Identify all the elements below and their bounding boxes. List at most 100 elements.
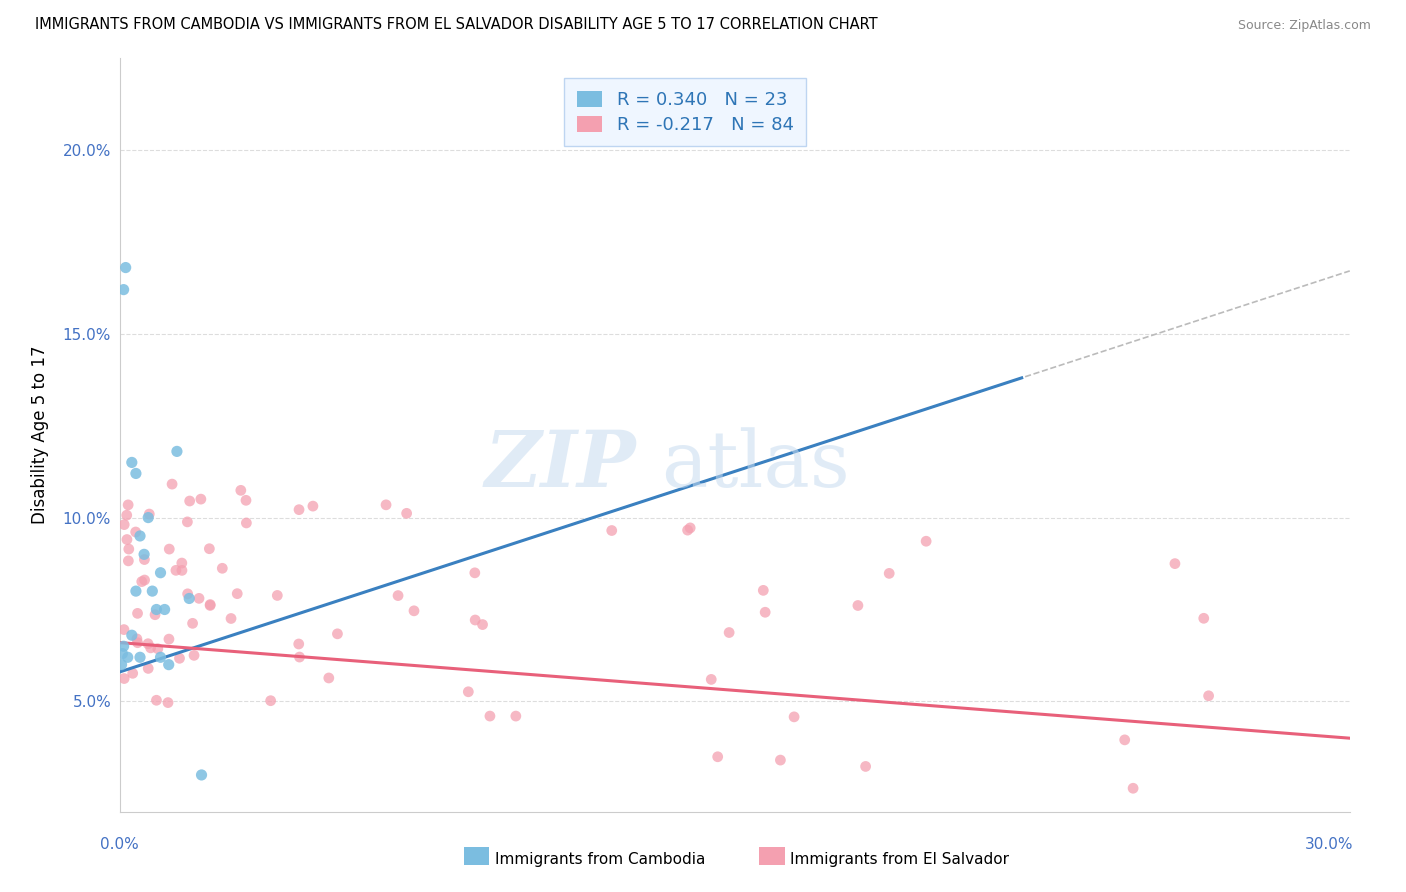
Point [153,602,176,616]
Point [117,554,139,568]
Point [115,533,138,547]
Point [136,510,159,524]
Point [183,648,205,663]
Point [190,768,212,782]
Point [129,529,152,543]
Point [176,515,198,529]
Point [136,637,159,651]
Point [718,625,741,640]
Point [1114,732,1136,747]
Point [165,563,187,577]
Point [505,709,527,723]
Point [146,641,169,656]
Point [127,607,149,621]
Point [375,498,398,512]
Point [132,547,156,561]
Point [124,524,146,539]
Point [179,591,201,606]
Point [754,605,776,619]
Point [769,753,792,767]
Point [752,583,775,598]
Point [915,534,938,549]
Point [141,584,163,599]
Point [235,493,257,508]
Point [166,444,188,458]
Point [471,617,494,632]
Point [115,508,138,523]
Point [149,566,172,580]
Point [478,709,501,723]
Point [134,573,156,587]
Point [157,657,180,672]
Text: atlas: atlas [661,427,849,503]
Point [387,589,409,603]
Point [112,623,135,637]
Point [134,552,156,566]
Point [402,604,425,618]
Point [198,599,221,613]
Point [326,627,349,641]
Point [170,563,193,577]
Point [179,494,201,508]
Point [157,542,180,557]
Point [156,696,179,710]
Point [117,650,139,665]
Point [1198,689,1220,703]
Point [188,591,211,606]
Legend: R = 0.340   N = 23, R = -0.217   N = 84: R = 0.340 N = 23, R = -0.217 N = 84 [564,78,807,146]
Point [111,647,134,661]
Point [877,566,900,581]
Point [226,587,249,601]
Point [855,759,877,773]
Point [1164,557,1187,571]
Point [112,517,135,532]
Point [676,523,699,537]
Point [211,561,233,575]
Point [464,566,486,580]
Point [117,498,139,512]
Point [139,640,162,655]
Point [118,542,141,557]
Point [464,613,486,627]
Point [125,584,148,599]
Point [235,516,257,530]
Point [145,693,167,707]
Point [783,710,806,724]
Point [145,602,167,616]
Point [219,611,242,625]
Point [846,599,869,613]
Point [114,260,136,275]
Point [395,506,418,520]
Point [198,598,221,612]
Text: Immigrants from Cambodia: Immigrants from Cambodia [495,853,706,867]
Text: ZIP: ZIP [485,426,636,503]
Point [287,637,309,651]
Point [169,651,191,665]
Text: Immigrants from El Salvador: Immigrants from El Salvador [790,853,1010,867]
Point [149,650,172,665]
Point [700,673,723,687]
Point [125,632,148,646]
Point [112,672,135,686]
Point [138,507,160,521]
Point [112,640,135,654]
Point [157,632,180,647]
Point [600,524,623,538]
Point [318,671,340,685]
Point [1122,781,1144,796]
Text: 0.0%: 0.0% [100,838,139,852]
Point [457,685,479,699]
Point [229,483,252,498]
Point [112,283,135,297]
Point [259,694,281,708]
Point [127,636,149,650]
Point [143,607,166,622]
Point [131,574,153,589]
Point [136,661,159,675]
Text: 30.0%: 30.0% [1305,838,1353,852]
Point [706,749,728,764]
Point [176,587,198,601]
Point [288,650,311,665]
Text: Source: ZipAtlas.com: Source: ZipAtlas.com [1237,19,1371,31]
Point [288,502,311,516]
